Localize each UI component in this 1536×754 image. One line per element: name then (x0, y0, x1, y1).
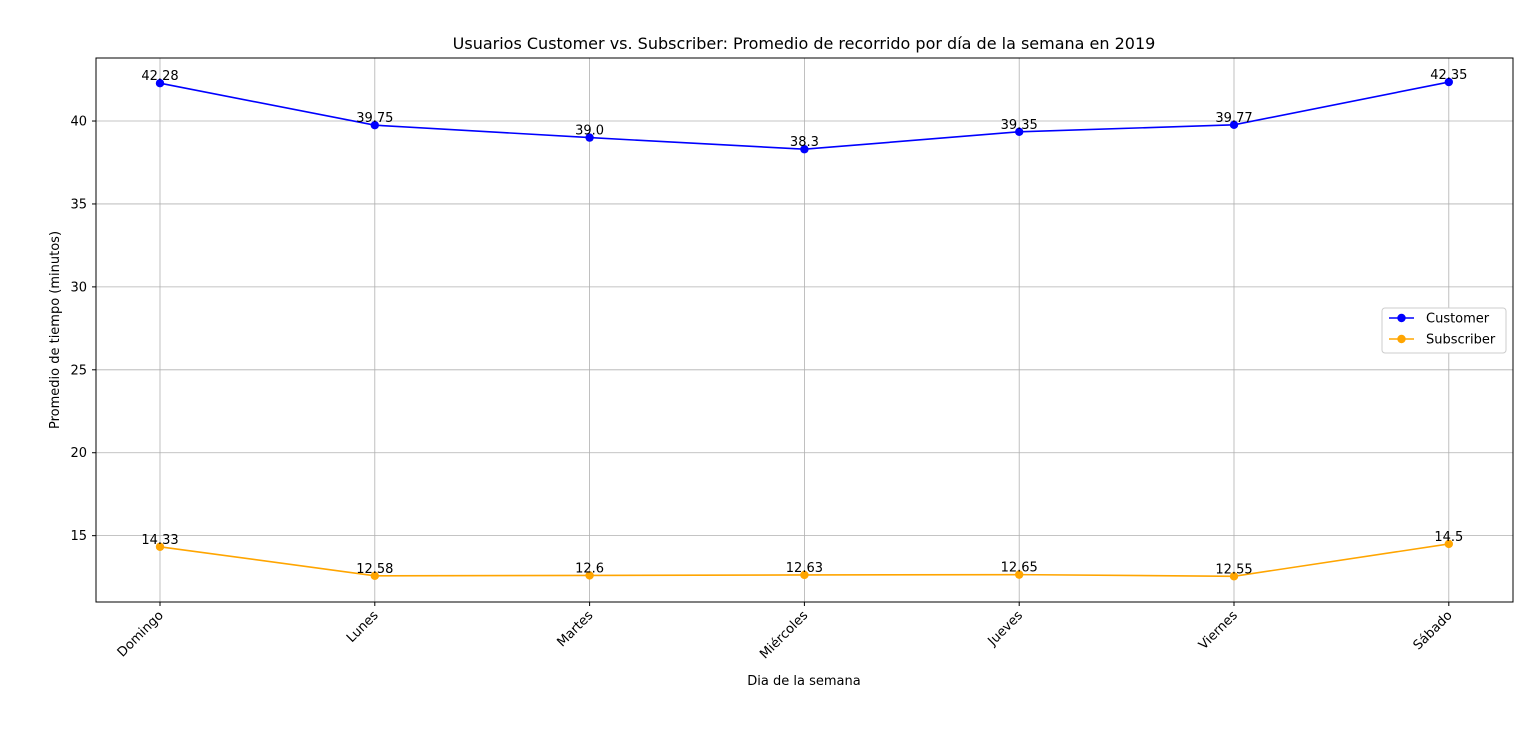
data-label: 39.35 (1001, 118, 1038, 133)
data-point-subscriber (585, 571, 594, 580)
y-tick-label: 30 (70, 280, 87, 295)
x-tick-label: Sábado (1411, 608, 1456, 653)
legend: Customer Subscriber (1381, 307, 1507, 354)
data-label: 12.58 (356, 562, 393, 577)
data-label: 12.6 (575, 561, 604, 576)
data-point-customer (1015, 127, 1024, 137)
data-label: 39.77 (1215, 111, 1252, 126)
data-label: 42.28 (141, 69, 178, 84)
series-group: 42.28 39.75 39.0 38.3 39.35 39.77 42.35 14.33 12… (141, 68, 1467, 581)
x-tick-label: Jueves (985, 608, 1027, 650)
data-label: 14.33 (141, 533, 178, 548)
y-tick-label: 35 (70, 197, 87, 212)
data-point-customer (800, 145, 809, 154)
data-point-customer (585, 133, 594, 142)
data-label: 14.5 (1434, 530, 1463, 545)
y-axis-label: Promedio de tiempo (minutos) (48, 231, 63, 429)
x-tick-label: Martes (554, 608, 596, 650)
data-label: 42.35 (1430, 68, 1467, 83)
x-tick-label: Miércoles (757, 608, 811, 662)
y-tick-label: 20 (70, 446, 87, 461)
axes: 15 20 25 30 35 40 Domingo Lunes Martes Miércoles J… (70, 115, 1455, 663)
chart-title: Usuarios Customer vs. Subscriber: Promed… (453, 34, 1156, 53)
x-tick-label: Lunes (344, 608, 382, 646)
data-point-customer (370, 120, 379, 130)
data-point-subscriber (370, 571, 379, 580)
data-point-subscriber (800, 570, 809, 580)
data-label: 12.65 (1001, 561, 1038, 576)
legend-marker-subscriber (1397, 334, 1406, 344)
x-axis-label: Dia de la semana (747, 674, 860, 689)
legend-box (1381, 307, 1507, 354)
x-tick-label: Domingo (115, 608, 167, 660)
x-tick-label: Viernes (1196, 608, 1241, 653)
data-point-subscriber (1229, 572, 1239, 581)
y-tick-label: 25 (70, 363, 87, 378)
data-label: 12.55 (1215, 562, 1252, 577)
data-point-customer (155, 79, 165, 88)
data-label: 12.63 (786, 561, 823, 576)
data-point-subscriber (155, 542, 165, 551)
data-point-customer (1229, 120, 1239, 130)
y-tick-label: 15 (70, 529, 87, 544)
legend-label: Subscriber (1426, 333, 1496, 348)
data-label: 39.0 (575, 124, 604, 139)
legend-marker-customer (1397, 313, 1406, 323)
data-point-subscriber (1444, 539, 1454, 549)
data-point-subscriber (1015, 570, 1024, 579)
data-label: 39.75 (356, 111, 393, 126)
y-tick-label: 40 (70, 115, 87, 130)
data-label: 38.3 (790, 135, 819, 150)
legend-label: Customer (1426, 312, 1490, 327)
data-point-customer (1444, 77, 1454, 87)
